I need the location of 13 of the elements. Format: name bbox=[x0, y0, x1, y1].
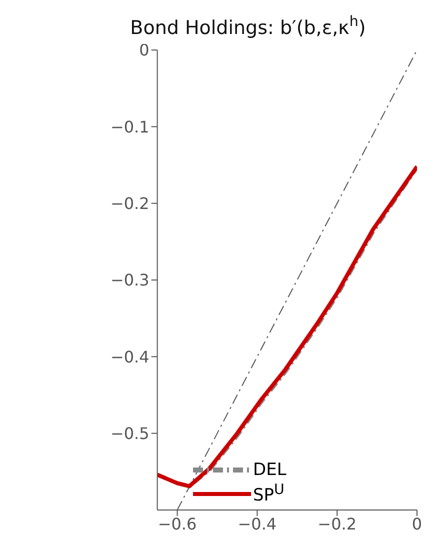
y-tick-label: −0.2 bbox=[110, 194, 150, 214]
x-tick-label: −0.6 bbox=[158, 514, 197, 534]
y-tick-label: −0.4 bbox=[110, 347, 150, 366]
x-tick-label: 0 bbox=[412, 514, 422, 534]
y-tick-label: −0.3 bbox=[110, 270, 150, 290]
x-tick-label: −0.4 bbox=[238, 514, 277, 534]
y-tick-label: 0 bbox=[139, 40, 150, 60]
x-tick-label: −0.2 bbox=[318, 514, 357, 534]
legend-label: SP$^{U}$ bbox=[253, 482, 284, 506]
y-tick-label: −0.5 bbox=[110, 424, 150, 444]
y-tick-label: −0.1 bbox=[110, 117, 150, 136]
legend-label: DEL bbox=[253, 460, 286, 480]
chart-title: Bond Holdings: b′(b,ε,κ$^{h}$) bbox=[130, 14, 366, 39]
